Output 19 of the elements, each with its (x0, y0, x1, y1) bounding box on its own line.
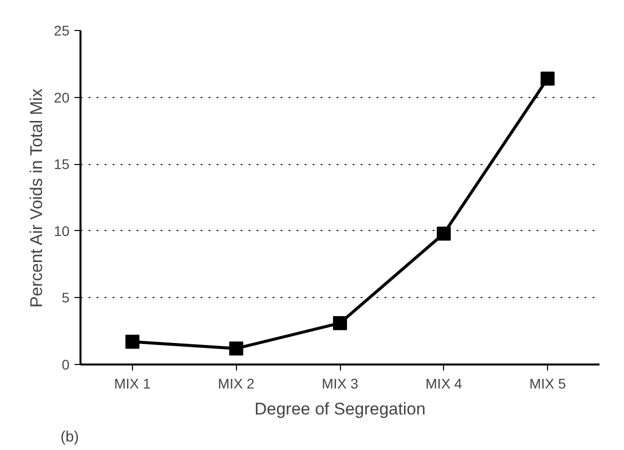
y-tick-label: 15 (54, 156, 70, 172)
point (229, 341, 244, 356)
x-tick-label: MIX 3 (322, 376, 358, 392)
x-tick-label: MIX 1 (114, 376, 151, 392)
text: (b) (60, 428, 79, 446)
y-tick-label: 10 (54, 222, 70, 239)
point (436, 226, 451, 241)
x-tick-label: MIX 2 (218, 376, 255, 392)
point (540, 72, 555, 86)
x-axis-title: Degree of Segregation (254, 400, 426, 418)
y-tick-label: 20 (54, 89, 70, 106)
x-tick-label: MIX 4 (426, 376, 462, 392)
y-tick-label: 5 (62, 290, 70, 306)
y-tick-label: 0 (62, 356, 70, 372)
y-axis-title: Percent Air Voids in Total Mix (26, 88, 46, 308)
point (333, 316, 347, 330)
y-tick-label: 25 (54, 22, 70, 38)
x-tick-label: MIX 5 (529, 376, 566, 392)
point (125, 334, 140, 349)
